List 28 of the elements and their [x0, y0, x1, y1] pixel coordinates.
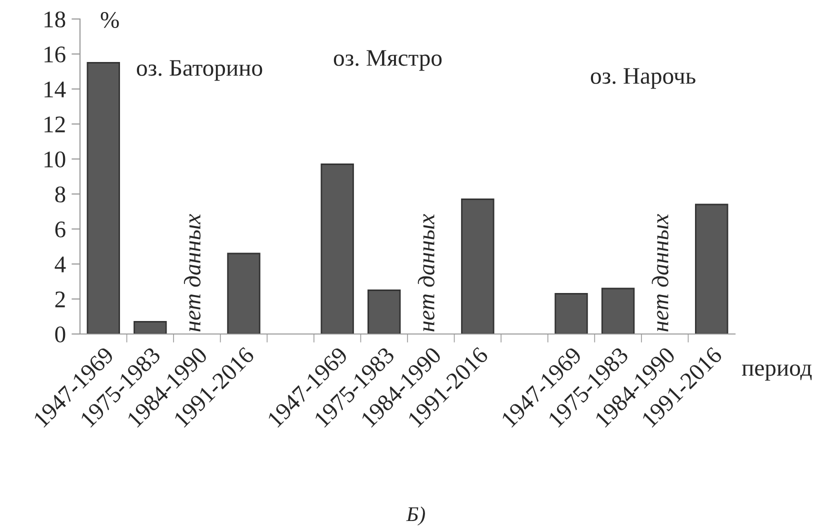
bar — [320, 164, 354, 334]
y-tick-label: 2 — [55, 292, 65, 308]
bar — [368, 290, 401, 334]
bar — [695, 204, 728, 334]
bar — [461, 198, 494, 334]
y-tick-label: 16 — [44, 46, 66, 62]
y-tick-label: 18 — [44, 11, 66, 28]
bar — [134, 321, 167, 334]
bar — [86, 62, 120, 334]
annotation: % — [100, 12, 119, 28]
bar — [601, 288, 635, 334]
annotation: нет данных — [652, 214, 668, 332]
y-tick-label: 4 — [54, 256, 66, 272]
bar — [227, 252, 260, 334]
y-tick-label: 8 — [55, 186, 66, 202]
annotation: нет данных — [184, 214, 201, 332]
y-tick-label: 6 — [55, 222, 66, 238]
annotation: оз. Мястро — [334, 50, 442, 71]
y-tick-label: 14 — [44, 82, 66, 98]
annotation: оз. Баторино — [136, 60, 262, 81]
bar — [554, 293, 588, 334]
annotation: оз. Нарочь — [590, 68, 696, 89]
text: Б) — [406, 506, 425, 526]
y-tick-label: 0 — [55, 326, 66, 342]
y-tick-label: 10 — [44, 151, 66, 168]
annotation: нет данных — [418, 214, 434, 332]
x-axis-title: период — [742, 364, 812, 381]
y-tick-label: 12 — [44, 116, 65, 132]
